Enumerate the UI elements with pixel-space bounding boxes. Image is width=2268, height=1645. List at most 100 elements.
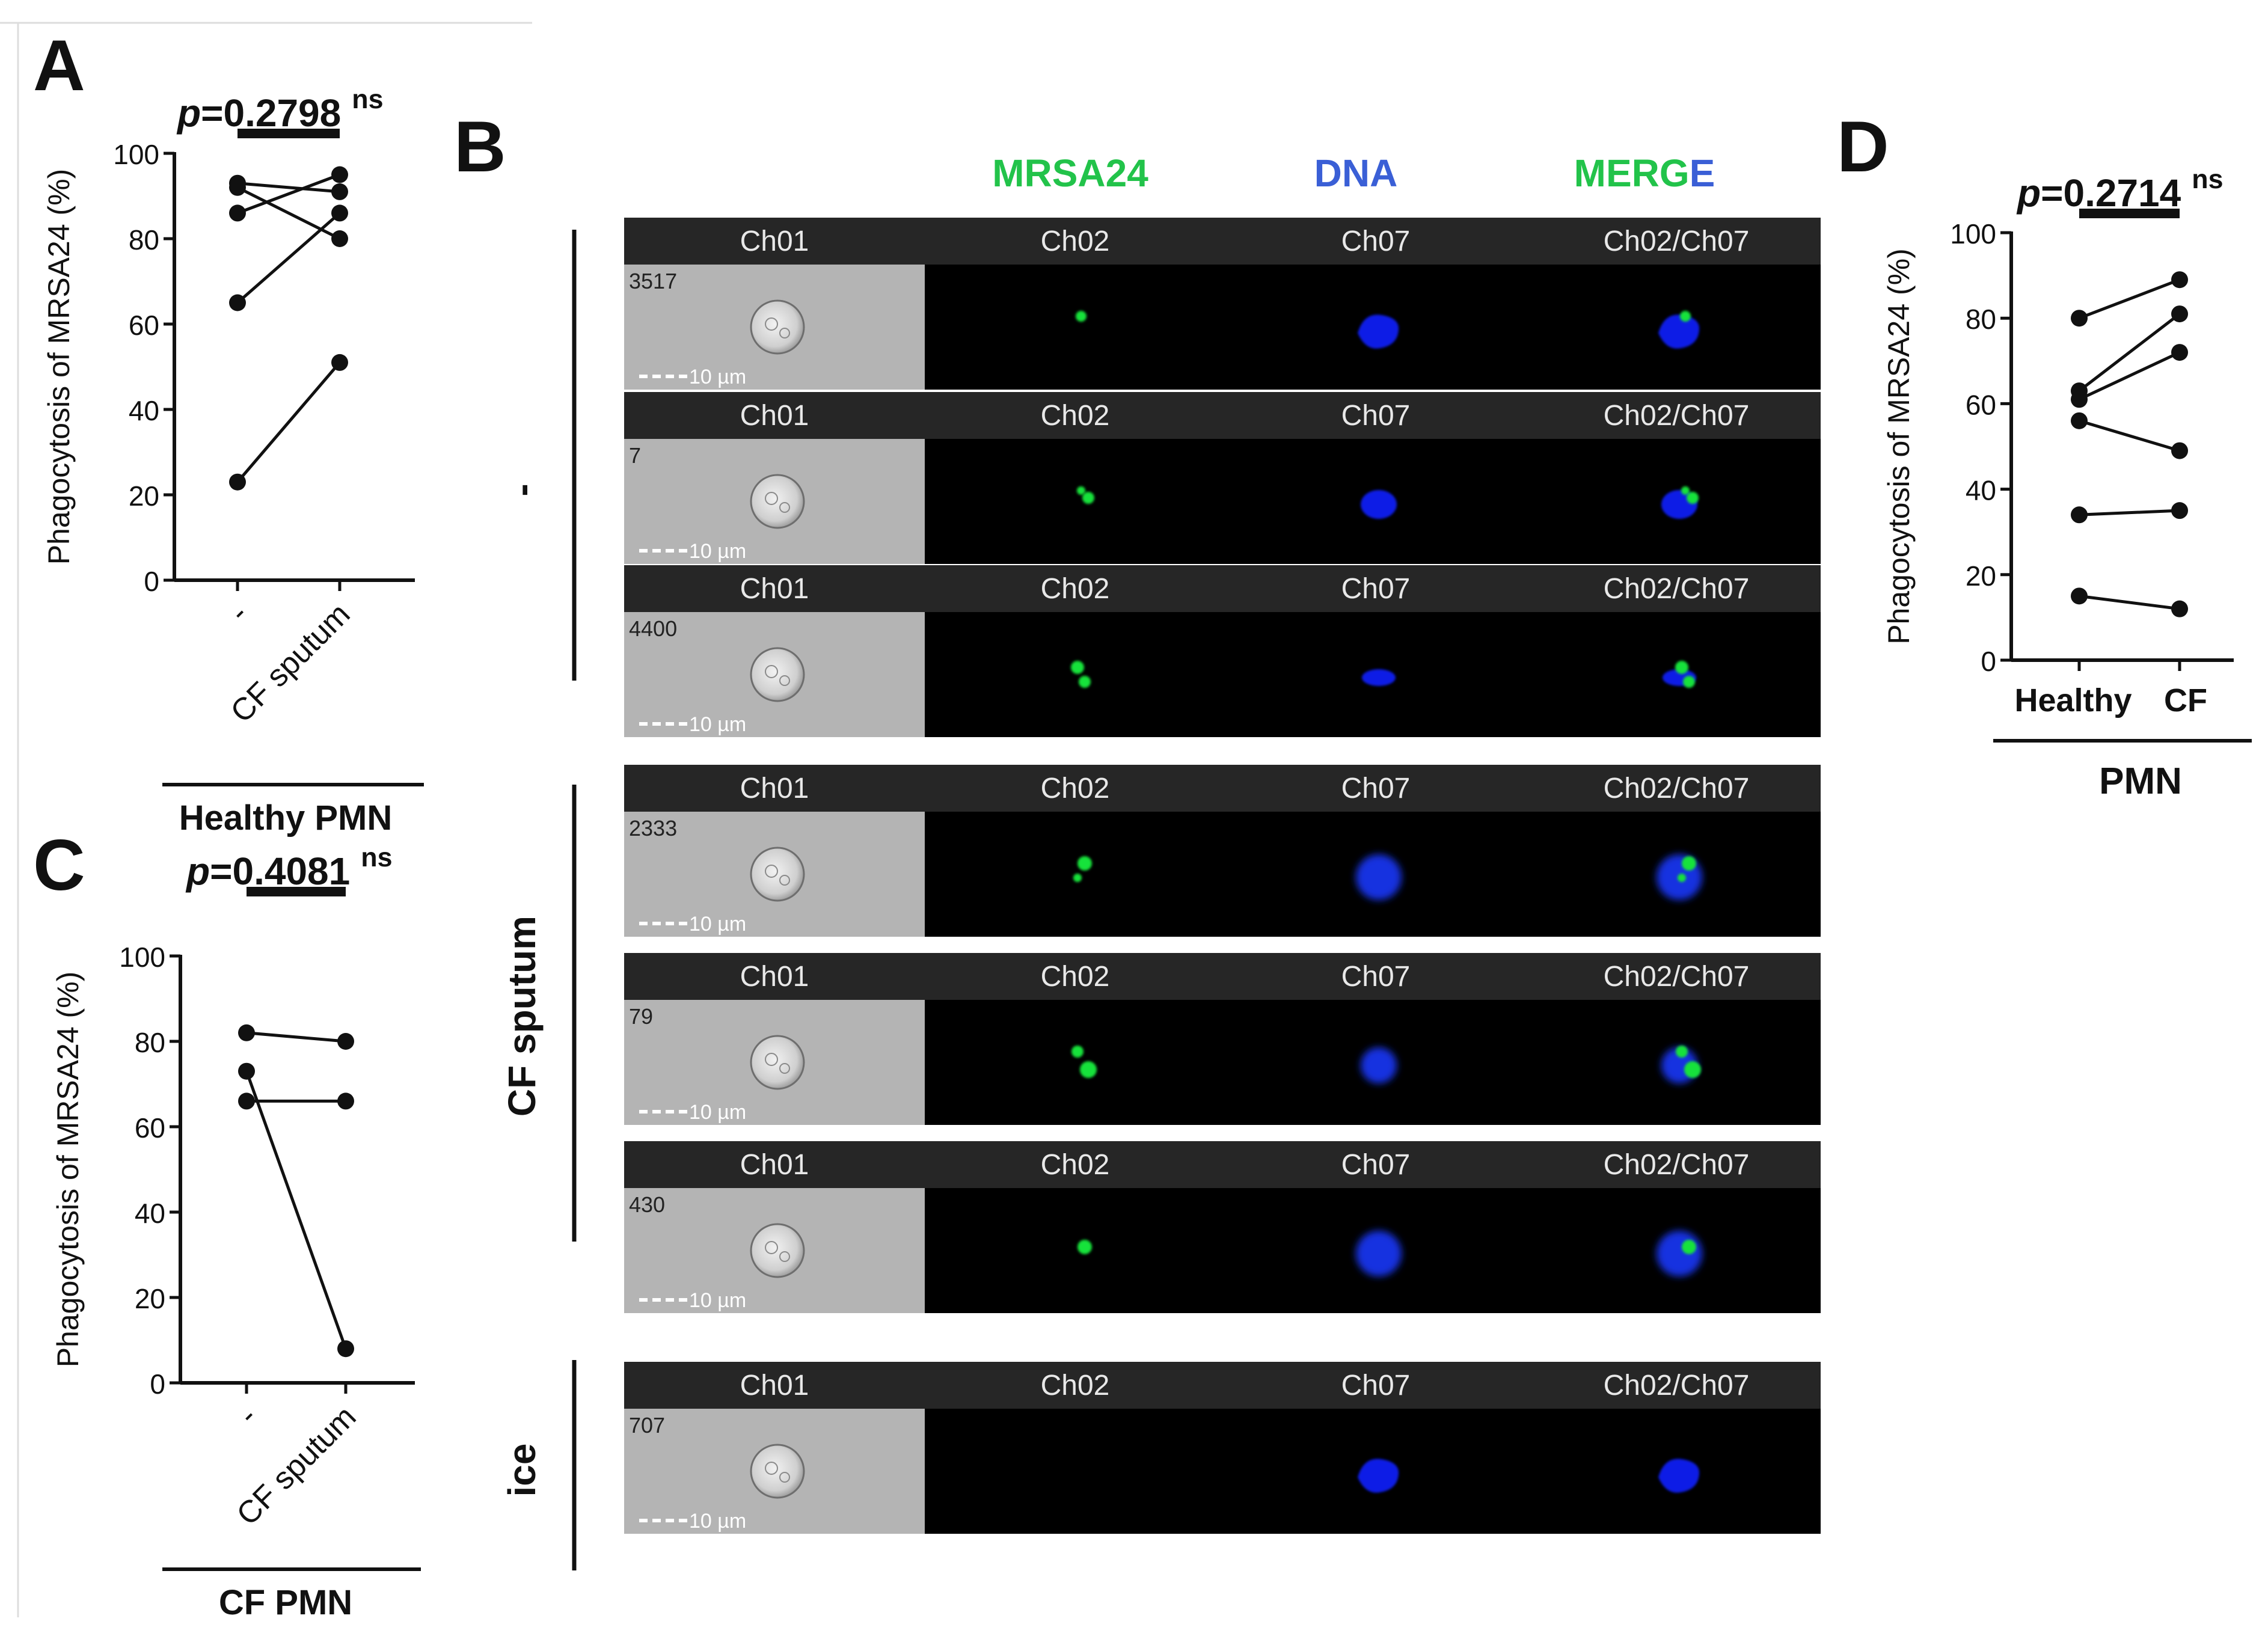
y-tick-label: 100 [113,139,159,170]
series-line [246,1031,346,1043]
series-line [2079,594,2180,611]
dna-blob [1356,854,1402,900]
imaging-row: Ch01 Ch02 Ch07 Ch02/Ch07 2333 10 µm [624,765,1821,937]
cell-granule [779,1472,790,1483]
series-line [2079,509,2180,516]
cell [750,647,805,702]
bacteria-spot [1680,311,1691,322]
data-point [331,183,348,200]
cell-granule [765,665,778,678]
p-value: =0.4081 [210,850,350,893]
data-point [2171,271,2188,289]
y-tick-label: 0 [1981,646,1996,677]
imaging-row: Ch01 Ch02 Ch07 Ch02/Ch07 707 10 µm [624,1362,1821,1534]
data-point [331,230,348,247]
x-category-label: - [231,1399,263,1431]
group-label-d: PMN [2099,761,2182,802]
data-point [337,1092,354,1110]
cell-id: 3517 [629,269,677,293]
bacteria-spot [1683,676,1695,688]
dna-blob [1361,1047,1397,1083]
y-tick-label: 80 [129,224,159,256]
imaging-row: Ch01 Ch02 Ch07 Ch02/Ch07 430 10 µm [624,1141,1821,1313]
data-point [2071,506,2088,524]
y-tick-label: 20 [1966,560,1996,592]
dna-blob [1657,1231,1702,1276]
series-line [237,182,340,194]
data-point [331,354,348,371]
y-tick-label: 40 [129,395,159,426]
dna-blob [1358,314,1399,349]
significance-marker: ns [2192,164,2223,194]
group-label-a: Healthy PMN [179,798,393,838]
data-point [331,166,348,183]
channel-label: Ch02/Ch07 [1604,1149,1750,1181]
scale-bar-label: 10 µm [689,1289,746,1312]
dna-blob [1361,490,1397,519]
y-tick-label: 20 [129,480,159,512]
scale-bar-label: 10 µm [689,1510,746,1533]
y-tick-label: 100 [1950,218,1996,250]
data-point [238,1024,255,1041]
col-header-mrsa24: MRSA24 [992,152,1148,195]
channel-label: Ch07 [1341,400,1411,432]
dna-blob [1362,669,1396,686]
data-point [337,1340,354,1358]
scale-bar-label: 10 µm [689,366,746,388]
cell-id: 707 [629,1413,665,1438]
cell-id: 4400 [629,616,677,641]
scale-bar-label: 10 µm [689,913,746,936]
cell-id: 7 [629,443,641,468]
group-label-c: CF PMN [219,1583,352,1622]
series-line [245,1070,348,1350]
y-tick-label: 60 [135,1112,165,1144]
bacteria-spot [1682,1240,1696,1254]
channel-label: Ch02/Ch07 [1604,400,1750,432]
data-point [337,1033,354,1050]
p-symbol: p [2016,171,2041,215]
p-value-label: p=0.2714 ns [2016,164,2224,215]
panel-letter-d: D [1837,106,1889,187]
cell-id: 430 [629,1192,665,1217]
bacteria-spot [1675,661,1688,674]
data-point [2171,442,2188,459]
bacteria-spot [1080,1061,1097,1078]
group-label: CF sputum [500,916,544,1117]
imaging-row: Ch01 Ch02 Ch07 Ch02/Ch07 4400 10 µm [624,565,1821,737]
bacteria-spot [1079,676,1091,688]
scale-bar-label: 10 µm [689,1101,746,1124]
channel-label: Ch01 [740,225,809,257]
panel-letter-b: B [454,106,506,187]
x-category-label: - [222,596,254,628]
dna-blob [1358,1459,1399,1493]
cell [750,847,805,902]
cell [750,1444,805,1499]
data-point [2171,502,2188,519]
data-point [238,1062,255,1080]
data-point [331,204,348,222]
dna-blob [1658,1459,1700,1493]
y-tick-label: 0 [144,566,159,597]
data-point [2071,587,2088,605]
bacteria-spot [1077,856,1092,871]
cell-id: 2333 [629,816,677,841]
channel-label: Ch07 [1341,573,1411,605]
merge-part-2: E [1690,152,1715,195]
channel-label: Ch02/Ch07 [1604,225,1750,257]
channel-label: Ch01 [740,961,809,993]
data-point [229,179,246,196]
y-tick-label: 80 [1966,304,1996,335]
cell-granule [765,492,778,505]
col-header-merge: MERGE [1574,152,1715,195]
merge-part-1: MERG [1574,152,1690,195]
p-symbol: p [185,850,210,893]
imaging-panel: MRSA24 DNA MERGE - Ch01 Ch02 Ch07 Ch02/Ch07 3… [500,152,1821,1570]
bacteria-spot [1071,661,1084,674]
channel-header-strip [624,953,1821,1000]
channel-label: Ch02/Ch07 [1604,961,1750,993]
imaging-row: Ch01 Ch02 Ch07 Ch02/Ch07 7 10 µm [624,392,1821,564]
data-point [229,204,246,222]
p-value: =0.2714 [2041,171,2181,215]
col-header-dna: DNA [1314,152,1398,195]
